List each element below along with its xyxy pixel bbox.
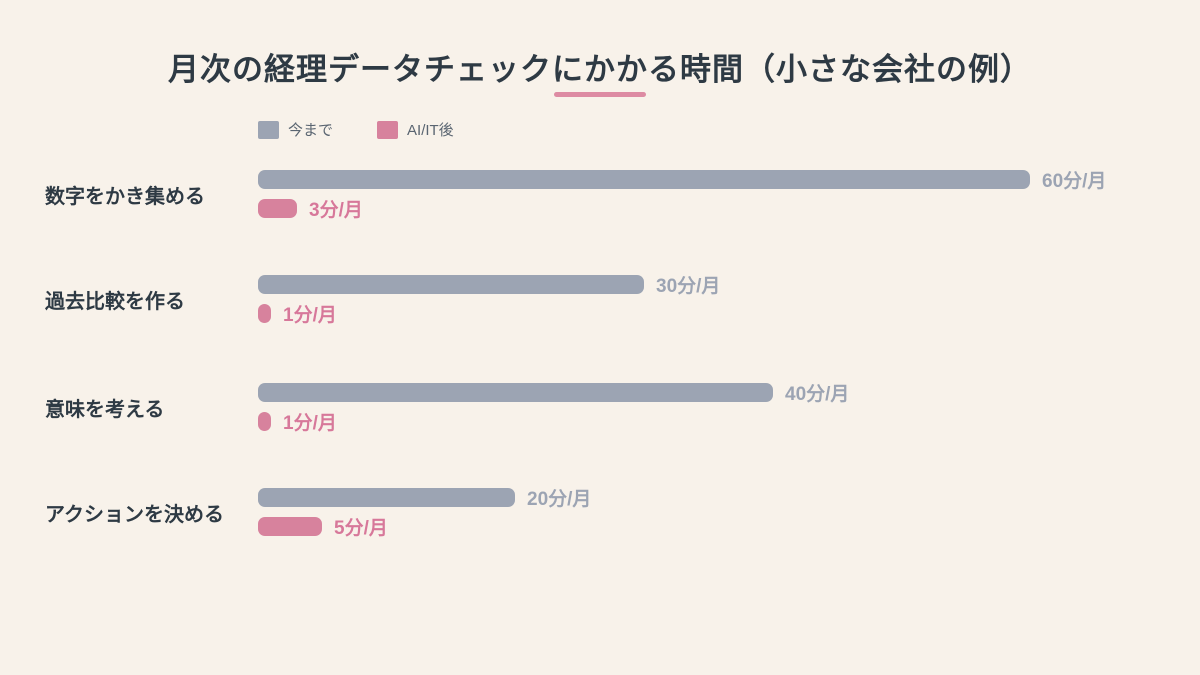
chart-row: 意味を考える 40分/月 1分/月 bbox=[45, 383, 1200, 434]
bar-after-value: 3分/月 bbox=[309, 200, 363, 221]
legend-label-after: AI/IT後 bbox=[407, 122, 454, 139]
bar-after bbox=[258, 412, 271, 431]
category-label: 意味を考える bbox=[45, 398, 165, 421]
bar-now bbox=[258, 170, 1030, 189]
chart-row: 数字をかき集める 60分/月 3分/月 bbox=[45, 170, 1200, 221]
bar-after bbox=[258, 304, 271, 323]
legend-item-now: 今まで bbox=[258, 119, 333, 140]
bar-now bbox=[258, 488, 515, 507]
bar-now bbox=[258, 275, 644, 294]
legend-item-after: AI/IT後 bbox=[377, 119, 454, 140]
legend-swatch-after bbox=[377, 120, 399, 139]
bar-after-value: 1分/月 bbox=[283, 305, 337, 326]
bar-now-value: 40分/月 bbox=[785, 384, 850, 405]
bar-after-value: 5分/月 bbox=[334, 518, 388, 539]
category-label: 数字をかき集める bbox=[45, 185, 205, 208]
bar-after bbox=[258, 199, 297, 218]
category-label: アクションを決める bbox=[45, 503, 224, 526]
bar-now-value: 60分/月 bbox=[1042, 171, 1107, 192]
legend-label-now: 今まで bbox=[288, 122, 334, 139]
title-underline-accent bbox=[554, 92, 646, 97]
bar-now-value: 30分/月 bbox=[656, 276, 721, 297]
chart-row: アクションを決める 20分/月 5分/月 bbox=[45, 488, 1200, 539]
chart-row: 過去比較を作る 30分/月 1分/月 bbox=[45, 275, 1200, 326]
chart-title: 月次の経理データチェックにかかる時間（小さな会社の例） bbox=[168, 52, 1032, 87]
bar-now bbox=[258, 383, 773, 402]
bar-after-value: 1分/月 bbox=[283, 413, 337, 434]
category-label: 過去比較を作る bbox=[45, 290, 185, 313]
legend-swatch-now bbox=[258, 120, 279, 139]
bar-now-value: 20分/月 bbox=[527, 489, 592, 510]
bar-after bbox=[258, 517, 322, 536]
legend: 今まで AI/IT後 bbox=[258, 119, 454, 140]
